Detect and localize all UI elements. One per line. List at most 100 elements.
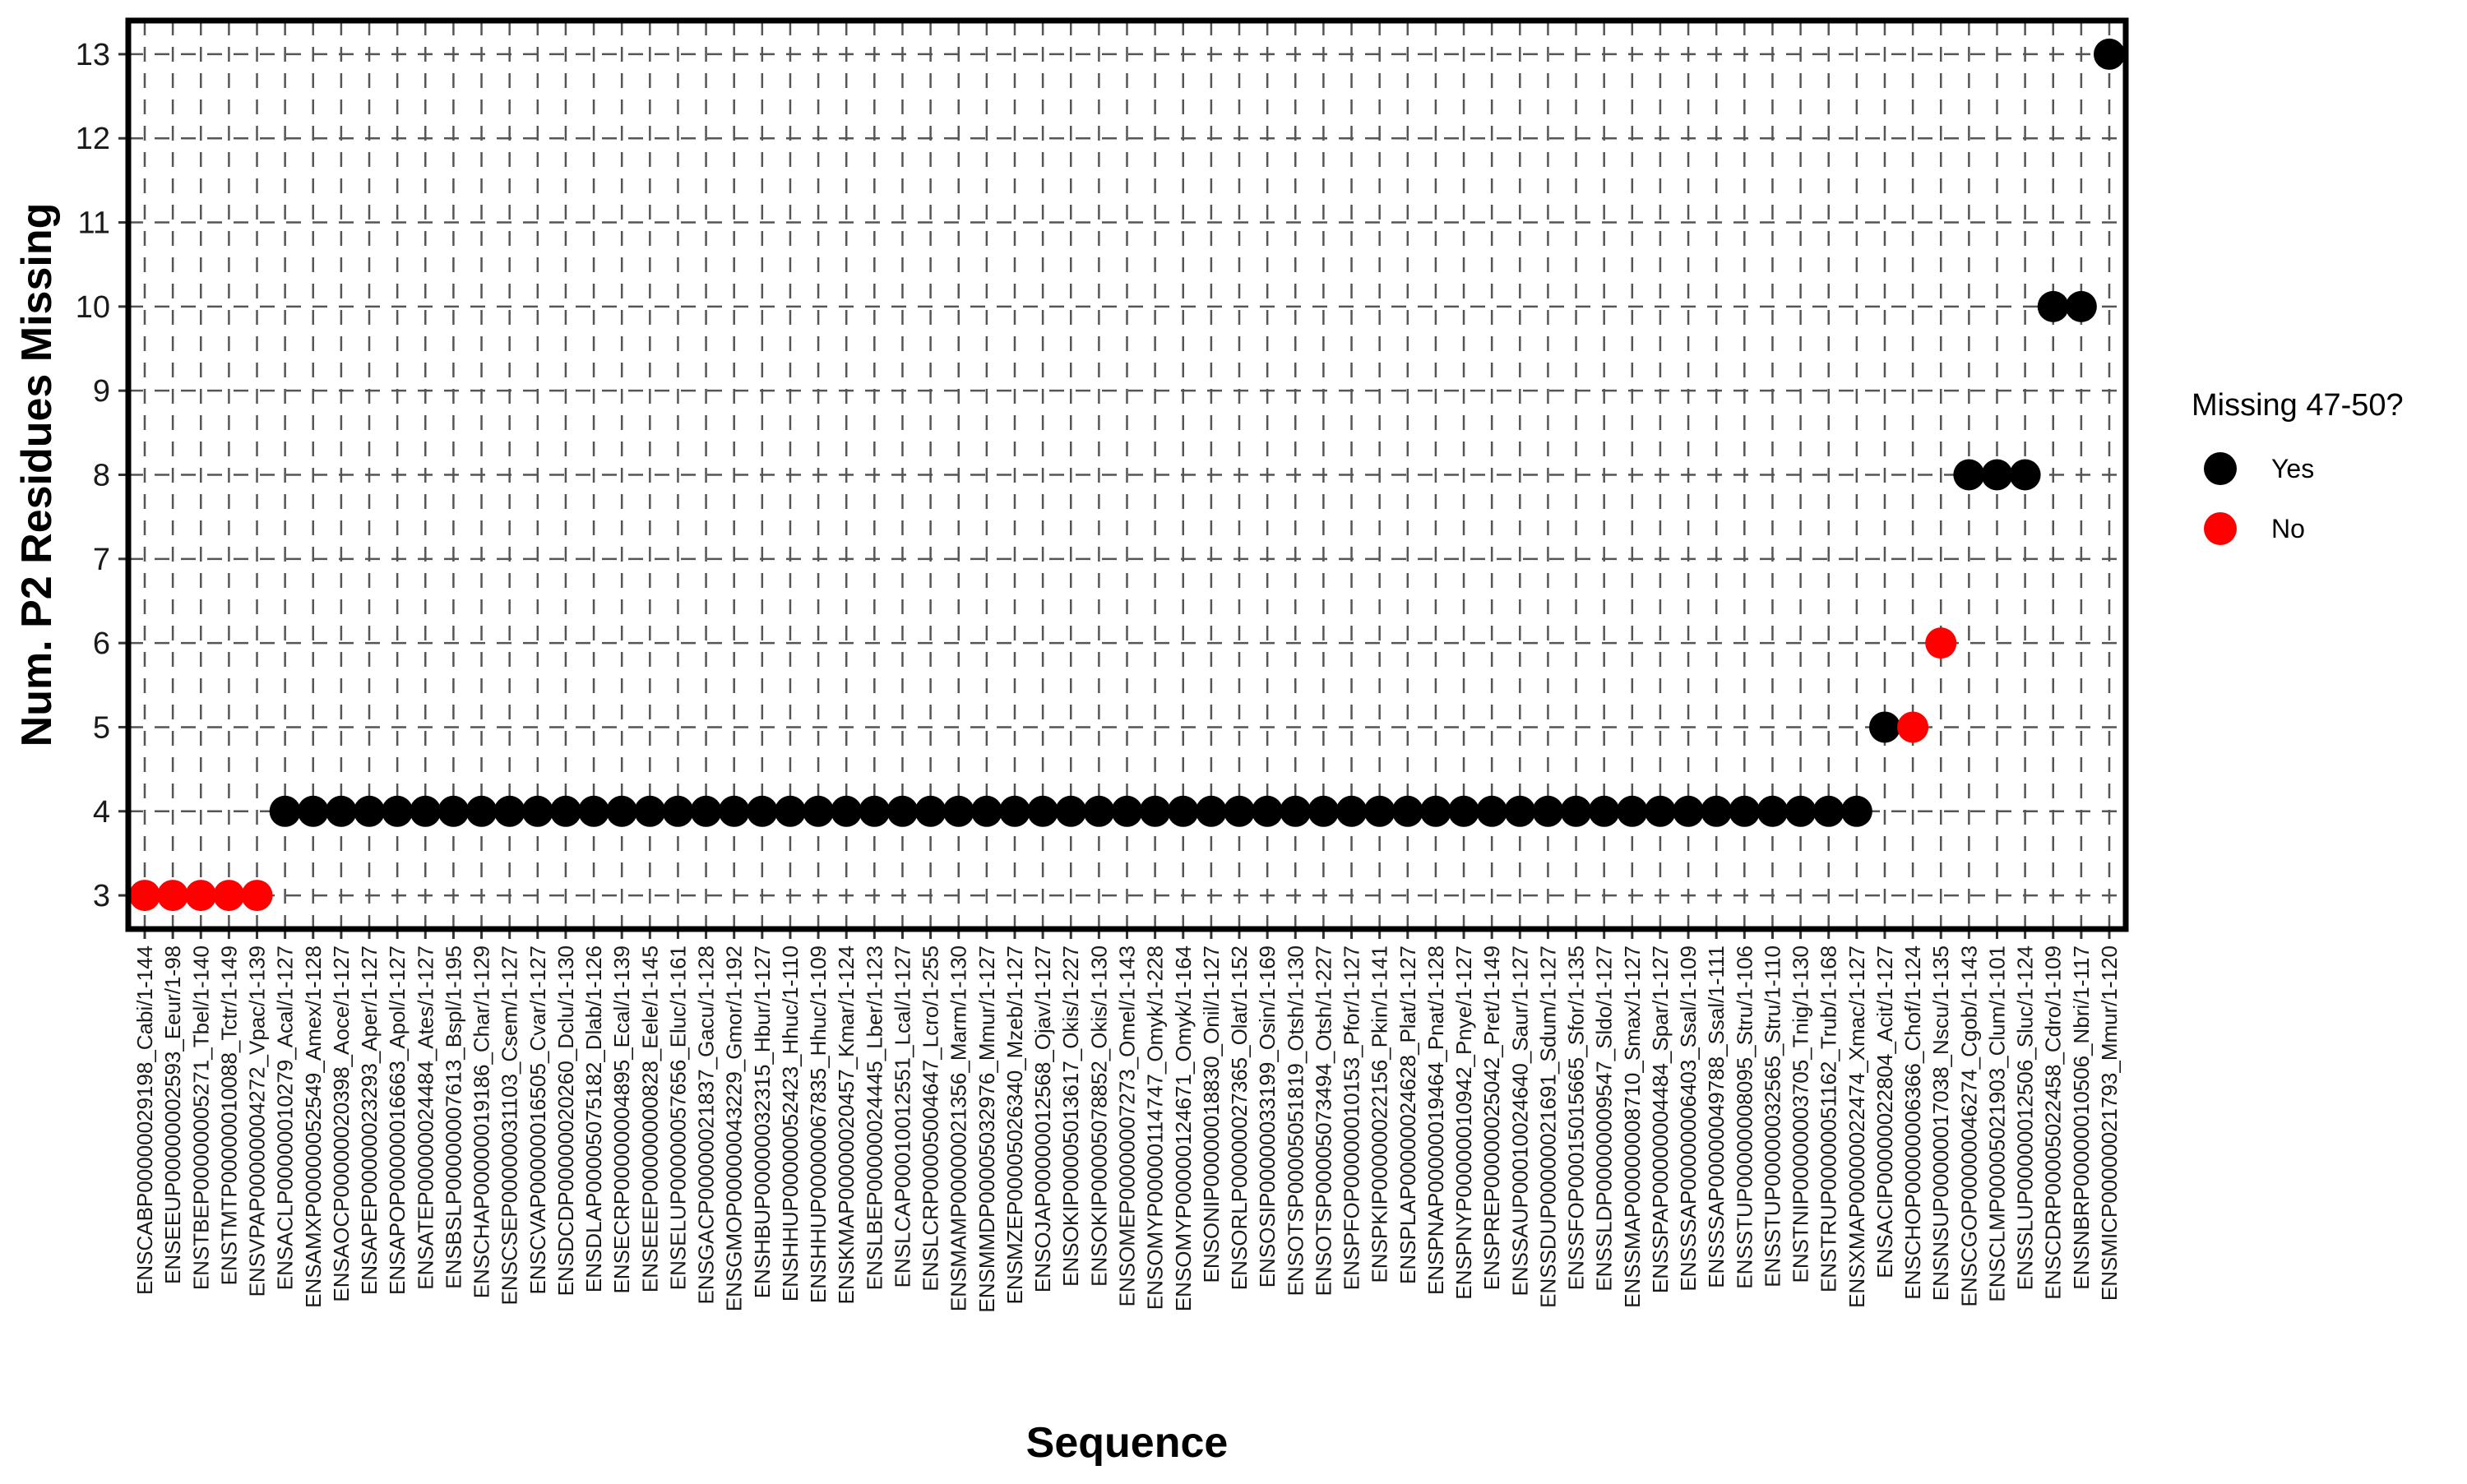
x-tick-label: ENSCVAP00000016505_Cvar/1-127 bbox=[525, 945, 550, 1294]
data-point-yes bbox=[774, 795, 806, 827]
data-point-yes bbox=[1111, 795, 1143, 827]
data-point-yes bbox=[578, 795, 610, 827]
x-tick-label: ENSOJAP00000012568_Ojav/1-127 bbox=[1030, 945, 1055, 1292]
data-point-yes bbox=[1644, 795, 1676, 827]
x-tick-label: ENSMAMP00000021356_Marm/1-130 bbox=[947, 945, 971, 1311]
x-tick-label: ENSOTSP00005073494_Otsh/1-227 bbox=[1311, 945, 1335, 1296]
x-tick-label: ENSTMTP00000010088_Tctr/1-149 bbox=[216, 945, 241, 1285]
data-point-yes bbox=[914, 795, 947, 827]
data-point-yes bbox=[1027, 795, 1059, 827]
data-point-yes bbox=[662, 795, 694, 827]
data-point-yes bbox=[1532, 795, 1564, 827]
x-tick-label: ENSBSLP00000007613_Bspl/1-195 bbox=[441, 945, 465, 1289]
y-tick-label: 6 bbox=[93, 626, 110, 661]
data-point-no bbox=[185, 880, 217, 912]
data-point-no bbox=[157, 880, 189, 912]
data-point-yes bbox=[1055, 795, 1087, 827]
x-tick-label: ENSSLUP00000012506_Sluc/1-124 bbox=[2013, 945, 2038, 1290]
x-tick-label: ENSVPAP00000004272_Vpac/1-139 bbox=[245, 945, 270, 1297]
data-point-yes bbox=[437, 795, 470, 827]
x-tick-label: ENSOKIP00005013617_Okis/1-227 bbox=[1058, 945, 1083, 1287]
y-tick-label: 7 bbox=[93, 543, 110, 577]
x-tick-label: ENSPNAP00000019464_Pnat/1-128 bbox=[1423, 945, 1448, 1295]
data-point-yes bbox=[1083, 795, 1115, 827]
data-point-yes bbox=[1280, 795, 1312, 827]
x-tick-label: ENSSTUP00000008095_Stru/1-106 bbox=[1732, 945, 1757, 1289]
x-axis-ticks: ENSCABP00000029198_Cabi/1-144 ENSEEUP0000… bbox=[132, 929, 2122, 1313]
x-tick-label: ENSCGOP00000046274_Cgob/1-143 bbox=[1956, 945, 1981, 1306]
y-tick-label: 13 bbox=[76, 38, 110, 72]
data-point-yes bbox=[1335, 795, 1368, 827]
data-point-yes bbox=[1224, 795, 1256, 827]
data-points bbox=[129, 38, 2125, 912]
x-tick-label: ENSEEEP00000000828_Eele/1-145 bbox=[637, 945, 662, 1292]
x-tick-label: ENSGMOP00000043229_Gmor/1-192 bbox=[722, 945, 747, 1311]
data-point-yes bbox=[998, 795, 1030, 827]
x-tick-label: ENSCHAP00000019186_Char/1-129 bbox=[470, 945, 494, 1298]
x-tick-label: ENSNSUP00000017038_Nscu/1-135 bbox=[1928, 945, 1953, 1301]
data-point-yes bbox=[2037, 290, 2069, 322]
data-point-yes bbox=[325, 795, 357, 827]
x-tick-label: ENSECRP00000004895_Ecal/1-139 bbox=[609, 945, 634, 1294]
plot-panel-border bbox=[125, 17, 2129, 932]
data-point-yes bbox=[746, 795, 778, 827]
x-tick-label: ENSCHOP00000006366_Chof/1-124 bbox=[1900, 945, 1925, 1300]
data-point-yes bbox=[831, 795, 863, 827]
x-axis-title: Sequence bbox=[1026, 1419, 1229, 1467]
data-point-yes bbox=[1701, 795, 1733, 827]
data-point-no bbox=[129, 880, 160, 912]
x-tick-label: ENSSTUP00000032565_Stru/1-110 bbox=[1760, 945, 1784, 1288]
x-tick-label: ENSHBUP00000032315_Hbur/1-127 bbox=[750, 945, 775, 1298]
data-point-yes bbox=[1419, 795, 1451, 827]
x-tick-label: ENSOKIP00005078852_Okis/1-130 bbox=[1086, 945, 1111, 1287]
x-tick-label: ENSNBRP00000010506_Nbri/1-117 bbox=[2069, 945, 2094, 1290]
data-point-yes bbox=[1616, 795, 1648, 827]
x-tick-label: ENSPFOP00000010153_Pfor/1-127 bbox=[1340, 945, 1364, 1290]
x-tick-label: ENSOMEP00000007273_Omel/1-143 bbox=[1115, 945, 1140, 1306]
x-tick-label: ENSCSEP00000031103_Csem/1-127 bbox=[498, 945, 522, 1305]
x-tick-label: ENSSAUP00010024640_Saur/1-127 bbox=[1507, 945, 1532, 1296]
x-tick-label: ENSPLAP00000024628_Plat/1-127 bbox=[1395, 945, 1420, 1284]
x-tick-label: ENSCDRP00005022458_Cdro/1-109 bbox=[2041, 945, 2066, 1300]
y-axis-title: Num. P2 Residues Missing bbox=[13, 203, 61, 747]
x-tick-label: ENSCABP00000029198_Cabi/1-144 bbox=[132, 945, 157, 1295]
data-point-yes bbox=[970, 795, 1002, 827]
x-tick-label: ENSDCDP00000020260_Dclu/1-130 bbox=[553, 945, 578, 1296]
data-point-yes bbox=[886, 795, 919, 827]
y-tick-label: 9 bbox=[93, 374, 110, 409]
x-tick-label: ENSSSAP00000049788_Ssal/1-111 bbox=[1704, 945, 1729, 1288]
data-point-yes bbox=[1504, 795, 1536, 827]
legend-label-yes: Yes bbox=[2271, 454, 2314, 483]
x-tick-label: ENSSFOP00015015665_Sfor/1-135 bbox=[1564, 945, 1589, 1290]
data-point-yes bbox=[1363, 795, 1395, 827]
legend-title: Missing 47-50? bbox=[2192, 388, 2404, 423]
x-tick-label: ENSOTSP00005051819_Otsh/1-130 bbox=[1283, 945, 1308, 1296]
legend-entries: Yes No bbox=[2204, 452, 2314, 545]
x-tick-label: ENSOSIP00000033199_Osin/1-169 bbox=[1255, 945, 1280, 1288]
x-tick-label: ENSLCRP00005004647_Lcro/1-255 bbox=[919, 945, 943, 1292]
data-point-yes bbox=[859, 795, 891, 827]
data-point-yes bbox=[1560, 795, 1592, 827]
x-tick-label: ENSSLDP00000009547_Sldo/1-127 bbox=[1592, 945, 1617, 1292]
data-point-yes bbox=[382, 795, 414, 827]
y-tick-label: 10 bbox=[76, 290, 110, 325]
data-point-yes bbox=[1308, 795, 1340, 827]
data-point-yes bbox=[1729, 795, 1761, 827]
data-point-yes bbox=[1757, 795, 1789, 827]
x-tick-label: ENSXMAP00000022474_Xmac/1-127 bbox=[1844, 945, 1869, 1308]
data-point-yes bbox=[1139, 795, 1171, 827]
data-point-yes bbox=[2065, 290, 2097, 322]
y-tick-label: 11 bbox=[78, 206, 110, 241]
data-point-yes bbox=[354, 795, 386, 827]
x-tick-label: ENSLCAP00010012551_Lcal/1-127 bbox=[890, 945, 914, 1288]
data-point-yes bbox=[1252, 795, 1284, 827]
x-tick-label: ENSATEP00000024484_Ates/1-127 bbox=[413, 945, 437, 1290]
x-tick-label: ENSPREP00000025042_Pret/1-149 bbox=[1479, 945, 1504, 1290]
data-point-yes bbox=[549, 795, 581, 827]
legend: Missing 47-50? Yes No bbox=[2192, 388, 2404, 545]
x-tick-label: ENSOMYP00000114747_Omyk/1-228 bbox=[1143, 945, 1168, 1310]
y-tick-label: 8 bbox=[93, 459, 110, 493]
x-tick-label: ENSAPEP00000023293_Aper/1-127 bbox=[357, 945, 382, 1295]
data-point-no bbox=[213, 880, 245, 912]
